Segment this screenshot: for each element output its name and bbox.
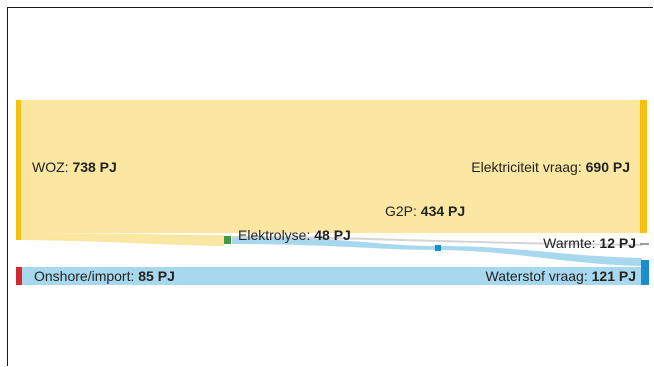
node-g2p — [435, 245, 441, 251]
label-elektriciteit-vraag: Elektriciteit vraag: 690 PJ — [471, 159, 630, 175]
label-g2p-name: G2P: — [385, 203, 421, 219]
label-waterstof-vraag-value: 121 PJ — [591, 268, 636, 284]
flow-onshore-waterstof — [20, 267, 642, 285]
label-g2p: G2P: 434 PJ — [385, 203, 465, 219]
label-waterstof-vraag-name: Waterstof vraag: — [485, 268, 592, 284]
label-onshore-import-value: 85 PJ — [138, 268, 175, 284]
node-warmte — [640, 243, 649, 245]
label-warmte: Warmte: 12 PJ — [543, 235, 636, 251]
node-elektriciteit-vraag — [640, 100, 647, 233]
label-onshore-import: Onshore/import: 85 PJ — [34, 268, 175, 284]
label-woz-name: WOZ: — [32, 159, 73, 175]
node-woz — [16, 100, 21, 240]
node-waterstof-vraag — [641, 260, 649, 285]
chart-frame — [7, 7, 653, 366]
flow-elektrolyse-waterstof — [232, 236, 642, 266]
label-g2p-value: 434 PJ — [420, 203, 466, 219]
node-onshore-import — [16, 267, 22, 285]
label-woz-value: 738 PJ — [72, 159, 117, 175]
flow-woz-elektrolyse — [20, 233, 224, 246]
flow-warmte — [232, 236, 642, 246]
label-elektrolyse-value: 48 PJ — [314, 227, 351, 243]
node-elektrolyse — [224, 236, 231, 244]
label-warmte-value: 12 PJ — [599, 235, 636, 251]
label-waterstof-vraag: Waterstof vraag: 121 PJ — [486, 268, 636, 284]
label-elektriciteit-vraag-value: 690 PJ — [585, 159, 630, 175]
label-elektrolyse-name: Elektrolyse: — [238, 227, 315, 243]
label-elektrolyse: Elektrolyse: 48 PJ — [238, 227, 351, 243]
flow-woz-elektriciteit — [20, 100, 642, 233]
label-woz: WOZ: 738 PJ — [32, 159, 117, 175]
label-warmte-name: Warmte: — [543, 235, 600, 251]
label-onshore-import-name: Onshore/import: — [34, 268, 139, 284]
label-elektriciteit-vraag-name: Elektriciteit vraag: — [471, 159, 586, 175]
